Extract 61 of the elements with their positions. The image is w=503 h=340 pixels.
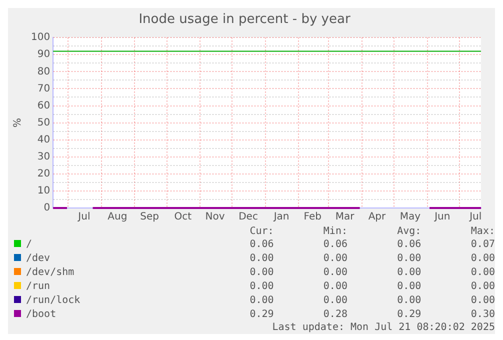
y-tick-label: 0 xyxy=(44,202,50,214)
text: 0.00 xyxy=(470,266,495,280)
text: 0.00 xyxy=(322,252,348,266)
legend-label: /run/lock xyxy=(25,294,82,308)
chart-title: Inode usage in percent - by year xyxy=(138,12,351,28)
text: 0.00 xyxy=(248,280,274,294)
text: 0.00 xyxy=(470,252,495,266)
text: 0.06 xyxy=(248,238,274,252)
x-tick-label: Feb xyxy=(304,212,322,223)
x-tick-label: Jan xyxy=(272,212,290,223)
y-tick-label: 70 xyxy=(37,83,50,94)
x-tick-label: Mar xyxy=(335,212,356,223)
text: Min: xyxy=(322,226,348,238)
x-tick-label: May xyxy=(400,212,421,223)
text: 0.30 xyxy=(470,308,495,322)
text: Cur: xyxy=(248,226,274,238)
x-tick-label: Sep xyxy=(140,212,160,223)
text: 0.28 xyxy=(322,308,348,322)
x-tick-label: Jul xyxy=(77,212,90,223)
text: 0.00 xyxy=(322,280,348,294)
y-tick-label: 80 xyxy=(37,66,50,78)
text: 0.29 xyxy=(248,308,274,322)
text: 0.00 xyxy=(322,266,348,280)
x-tick-label: Dec xyxy=(238,212,258,223)
legend-label: / xyxy=(25,238,34,252)
legend-label: /dev/shm xyxy=(25,266,76,280)
text: 0.29 xyxy=(396,308,422,322)
text: 0.00 xyxy=(248,266,274,280)
x-tick-label: Jun xyxy=(434,212,450,223)
x-tick-label: Apr xyxy=(368,212,387,223)
text: 0.00 xyxy=(322,294,348,308)
text: 0.00 xyxy=(248,252,274,266)
text: 0.00 xyxy=(396,280,422,294)
text: 0.00 xyxy=(470,280,495,294)
legend-label: /dev xyxy=(25,252,52,266)
text: Avg: xyxy=(396,226,422,238)
text: 0.00 xyxy=(396,294,422,308)
y-tick-label: 20 xyxy=(37,168,50,180)
text: 0.00 xyxy=(470,294,495,308)
x-tick-label: Jul xyxy=(468,212,482,223)
y-tick-label: 90 xyxy=(37,49,50,60)
text: 0.06 xyxy=(396,238,422,252)
x-tick-label: Oct xyxy=(174,212,192,223)
x-tick-label: Aug xyxy=(108,212,128,223)
x-tick-label: Nov xyxy=(205,212,225,223)
text: 0.07 xyxy=(470,238,495,252)
text: 0.00 xyxy=(248,294,274,308)
legend-label: /boot xyxy=(25,308,58,322)
text: 0.00 xyxy=(396,266,422,280)
y-tick-label: 30 xyxy=(37,151,50,162)
text: Last update: Mon Jul 21 08:20:02 2025 xyxy=(271,322,495,334)
y-tick-label: 40 xyxy=(37,134,50,146)
text: 0.06 xyxy=(322,238,348,252)
y-tick-label: 100 xyxy=(30,32,50,44)
y-tick-label: 10 xyxy=(37,186,50,197)
text: Max: xyxy=(470,226,495,238)
y-tick-label: 60 xyxy=(37,100,50,112)
y-tick-label: 50 xyxy=(37,117,50,128)
text: 0.00 xyxy=(396,252,422,266)
y-axis-title: % xyxy=(12,118,24,128)
legend-label: /run xyxy=(25,280,52,294)
